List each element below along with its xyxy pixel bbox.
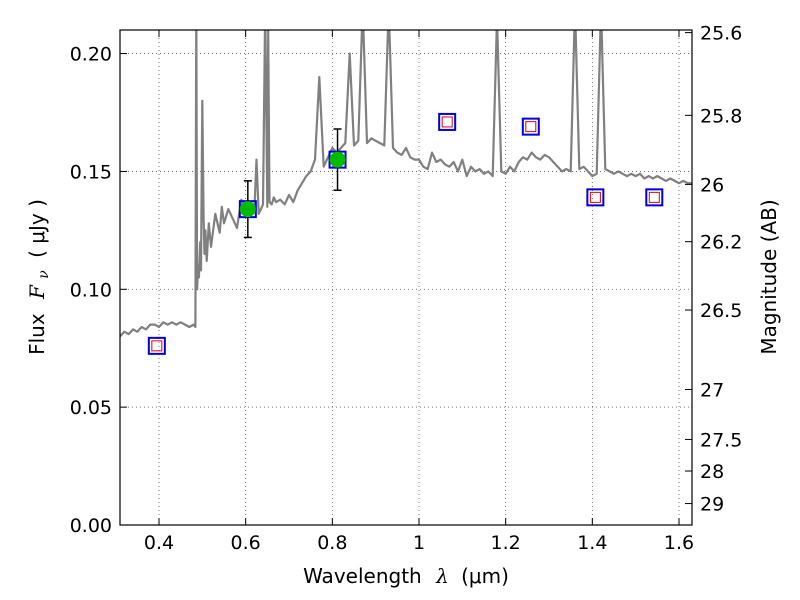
plot-area [120, 30, 692, 355]
x-tick-label: 0.6 [231, 532, 261, 554]
x-axis-label: Wavelength λ (μm) [303, 564, 509, 588]
plot-frame [119, 29, 693, 526]
magnitude-tick-label: 25.6 [700, 23, 742, 45]
magnitude-tick-label: 27.5 [700, 429, 742, 451]
magnitude-tick-label: 26.5 [700, 300, 742, 322]
model-point-outer [521, 117, 540, 136]
magnitude-tick-label: 29 [700, 494, 724, 516]
magnitude-axis-label: Magnitude (AB) [757, 199, 781, 354]
x-tick-label: 0.4 [144, 532, 174, 554]
y-tick-label: 0.15 [70, 161, 112, 183]
magnitude-tick-label: 26.2 [700, 232, 742, 254]
magnitude-tick-label: 26 [700, 174, 724, 196]
observed-point [329, 151, 346, 168]
y-tick-label: 0.00 [70, 515, 112, 537]
x-tick-label: 1.2 [491, 532, 521, 554]
model-point-inner [441, 116, 453, 128]
spectrum-line [120, 30, 692, 338]
y-axis-label: Flux F ν ( μJy ) [25, 199, 53, 355]
model-point-outer [438, 112, 457, 131]
magnitude-tick-label: 28 [700, 461, 724, 483]
y-tick-label: 0.10 [70, 279, 112, 301]
x-tick-label: 1 [413, 532, 425, 554]
y-tick-label: 0.05 [70, 397, 112, 419]
model-point-outer [645, 188, 664, 207]
model-point-inner [648, 191, 660, 203]
magnitude-tick-label: 27 [700, 379, 724, 401]
model-point-inner [151, 340, 163, 352]
model-point-inner [525, 121, 537, 133]
magnitude-tick-label: 25.8 [700, 105, 742, 127]
x-tick-label: 1.4 [577, 532, 607, 554]
model-point-inner [589, 191, 601, 203]
observed-point [239, 201, 256, 218]
x-tick-label: 0.8 [317, 532, 347, 554]
y-tick-label: 0.20 [70, 44, 112, 66]
model-point-outer [586, 188, 605, 207]
x-tick-label: 1.6 [664, 532, 694, 554]
model-point-outer [147, 336, 166, 355]
axes: 0.4 0.6 0.8 1 1.2 1.4 1.6 0.00 0.05 0.10 0.15 0.20 2… [70, 23, 743, 554]
